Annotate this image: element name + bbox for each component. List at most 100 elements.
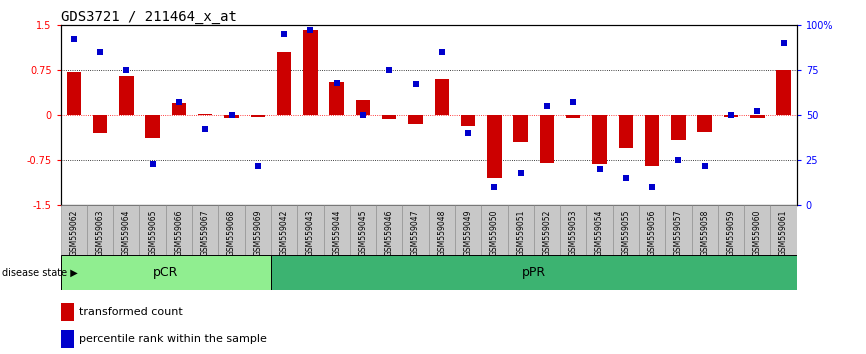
Bar: [507, 205, 533, 255]
Bar: [120, 76, 133, 115]
Text: GSM559044: GSM559044: [333, 209, 341, 256]
Point: [409, 81, 423, 87]
Bar: [382, 115, 397, 119]
Point: [566, 99, 580, 105]
Text: pPR: pPR: [521, 266, 546, 279]
Point: [645, 184, 659, 190]
Point: [94, 49, 107, 55]
Point: [277, 31, 291, 37]
Bar: [429, 205, 455, 255]
Point: [540, 103, 554, 109]
Point: [172, 99, 186, 105]
Bar: [271, 255, 797, 290]
Text: GSM559046: GSM559046: [385, 209, 394, 256]
Point: [514, 170, 527, 176]
Bar: [665, 205, 692, 255]
Bar: [324, 205, 350, 255]
Bar: [692, 205, 718, 255]
Text: GSM559068: GSM559068: [227, 209, 236, 256]
Point: [435, 49, 449, 55]
Bar: [618, 115, 633, 148]
Point: [488, 184, 501, 190]
Text: GSM559059: GSM559059: [727, 209, 735, 256]
Bar: [435, 79, 449, 115]
Bar: [718, 205, 744, 255]
Point: [592, 166, 606, 172]
Bar: [329, 82, 344, 115]
Text: GSM559057: GSM559057: [674, 209, 683, 256]
Bar: [697, 115, 712, 132]
Bar: [224, 115, 239, 118]
Text: GSM559060: GSM559060: [753, 209, 762, 256]
Bar: [776, 70, 791, 115]
Bar: [192, 205, 218, 255]
Text: GSM559065: GSM559065: [148, 209, 157, 256]
Bar: [245, 205, 271, 255]
Bar: [61, 205, 87, 255]
Text: disease state ▶: disease state ▶: [2, 268, 77, 278]
Bar: [356, 100, 370, 115]
Point: [462, 130, 475, 136]
Bar: [533, 205, 560, 255]
Bar: [586, 205, 613, 255]
Bar: [113, 205, 139, 255]
Bar: [403, 205, 429, 255]
Text: GSM559055: GSM559055: [621, 209, 630, 256]
Bar: [750, 115, 765, 118]
Text: GSM559042: GSM559042: [280, 209, 288, 256]
Bar: [61, 255, 271, 290]
Text: GSM559052: GSM559052: [542, 209, 552, 256]
Text: GSM559066: GSM559066: [174, 209, 184, 256]
Text: GSM559049: GSM559049: [463, 209, 473, 256]
Bar: [93, 115, 107, 133]
Bar: [145, 115, 160, 138]
Text: GSM559050: GSM559050: [490, 209, 499, 256]
Bar: [639, 205, 665, 255]
Bar: [455, 205, 481, 255]
Bar: [461, 115, 475, 126]
Bar: [250, 115, 265, 117]
Text: GSM559051: GSM559051: [516, 209, 525, 256]
Bar: [61, 330, 74, 348]
Text: GSM559063: GSM559063: [95, 209, 105, 256]
Point: [120, 67, 133, 73]
Bar: [171, 103, 186, 115]
Bar: [350, 205, 376, 255]
Text: GSM559045: GSM559045: [359, 209, 367, 256]
Bar: [613, 205, 639, 255]
Bar: [376, 205, 403, 255]
Bar: [67, 72, 81, 115]
Bar: [514, 115, 528, 142]
Point: [724, 112, 738, 118]
Bar: [771, 205, 797, 255]
Bar: [198, 114, 212, 115]
Point: [382, 67, 396, 73]
Bar: [139, 205, 165, 255]
Point: [619, 176, 633, 181]
Bar: [592, 115, 607, 164]
Text: GSM559048: GSM559048: [437, 209, 446, 256]
Text: GSM559054: GSM559054: [595, 209, 604, 256]
Text: GDS3721 / 211464_x_at: GDS3721 / 211464_x_at: [61, 10, 236, 24]
Point: [671, 157, 685, 163]
Bar: [61, 303, 74, 321]
Point: [330, 80, 344, 85]
Bar: [671, 115, 686, 140]
Point: [224, 112, 238, 118]
Point: [777, 40, 791, 46]
Text: GSM559058: GSM559058: [701, 209, 709, 256]
Point: [67, 36, 81, 42]
Bar: [165, 205, 192, 255]
Text: percentile rank within the sample: percentile rank within the sample: [79, 334, 267, 344]
Bar: [540, 115, 554, 163]
Bar: [560, 205, 586, 255]
Bar: [481, 205, 507, 255]
Point: [303, 27, 317, 33]
Text: GSM559062: GSM559062: [69, 209, 78, 256]
Bar: [408, 115, 423, 124]
Point: [698, 163, 712, 169]
Text: pCR: pCR: [153, 266, 178, 279]
Bar: [724, 115, 738, 117]
Point: [198, 127, 212, 132]
Bar: [645, 115, 659, 166]
